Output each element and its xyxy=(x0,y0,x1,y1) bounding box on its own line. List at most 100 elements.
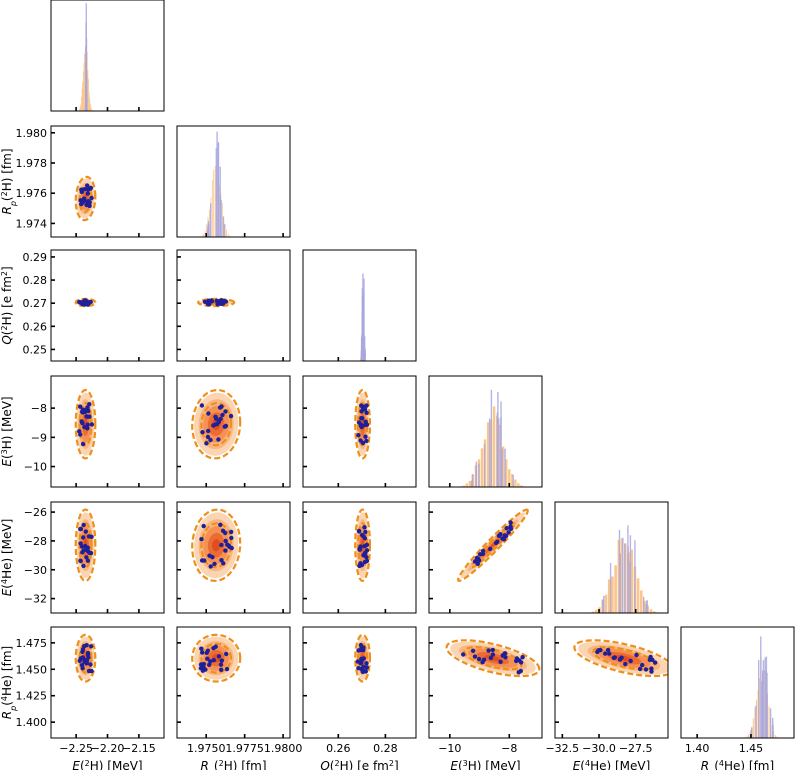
sample-point xyxy=(495,539,500,544)
sample-point xyxy=(88,550,94,556)
hist-bar-blue xyxy=(222,216,225,237)
sample-point xyxy=(461,652,466,657)
hist-bar-blue xyxy=(619,553,621,613)
sample-point xyxy=(364,403,369,408)
hist-bar-orange xyxy=(204,230,206,237)
hist-bar-orange xyxy=(79,109,80,111)
sample-point xyxy=(79,201,84,207)
sample-point xyxy=(82,644,87,649)
panel-E3H-vs-E4He xyxy=(456,508,529,582)
sample-point xyxy=(214,298,219,303)
sample-point xyxy=(215,302,220,307)
x-tick-label: −32.5 xyxy=(545,742,579,755)
sample-point xyxy=(81,522,86,528)
hist-bar-blue xyxy=(220,200,222,237)
hist-bar-orange xyxy=(511,474,514,487)
sample-point xyxy=(359,403,364,408)
credible-contour xyxy=(74,175,97,222)
sample-point xyxy=(82,187,87,192)
hist-bar-orange xyxy=(604,594,608,613)
hist-bar-blue xyxy=(512,475,514,487)
hist-bar-blue xyxy=(622,537,624,613)
hist-bar-orange xyxy=(643,600,646,613)
sample-point xyxy=(359,562,365,568)
sample-point xyxy=(79,409,85,415)
sample-point xyxy=(79,189,85,195)
hist-bar-orange xyxy=(508,469,511,487)
hist-bar-blue xyxy=(478,463,480,487)
sample-point xyxy=(213,414,218,419)
sample-point xyxy=(202,558,207,563)
hist-bar-orange xyxy=(203,233,205,237)
hist-bar-orange xyxy=(91,109,93,111)
sample-point xyxy=(87,402,92,407)
hist-bar-blue xyxy=(496,412,498,487)
sample-point xyxy=(80,550,85,555)
sample-point xyxy=(359,424,364,430)
sample-point xyxy=(628,658,633,664)
hist-bar-orange xyxy=(754,707,756,738)
hist-bar-orange xyxy=(505,459,508,487)
sample-point xyxy=(360,416,365,421)
hist-bar-blue xyxy=(361,295,364,361)
sample-point xyxy=(205,656,210,661)
sample-point xyxy=(502,533,508,538)
sample-point xyxy=(216,654,222,659)
hist-bar-orange xyxy=(88,92,90,111)
sample-point xyxy=(617,657,623,662)
hist-bar-orange xyxy=(81,88,83,111)
x-axis-label-E4He: E(4He) [MeV] xyxy=(573,759,651,770)
hist-bar-blue xyxy=(363,278,365,361)
sample-point xyxy=(358,661,363,666)
hist-bar-blue xyxy=(769,708,772,738)
hist-bar-blue xyxy=(755,705,757,738)
hist-bar-blue xyxy=(603,595,605,613)
sample-point xyxy=(205,434,211,440)
sample-point xyxy=(607,651,612,656)
axes-frame-r5-c3 xyxy=(428,626,543,739)
sample-point xyxy=(85,422,90,427)
sample-point xyxy=(77,658,82,663)
hist-bar-orange xyxy=(465,483,468,487)
sample-point xyxy=(200,430,205,435)
x-axis-label-Rp2H: Rp(2H) [fm] xyxy=(201,759,267,770)
hist-bar-blue xyxy=(601,599,604,613)
sample-point xyxy=(210,555,215,560)
credible-contour xyxy=(200,642,233,674)
sample-point xyxy=(486,648,491,653)
y-axis-label-E4He: E(4He) [MeV] xyxy=(0,519,14,597)
x-tick-label: 1.45 xyxy=(739,742,764,755)
panel-Q2H-vs-E3H xyxy=(354,388,371,460)
panel-Rp2H-vs-E3H xyxy=(191,389,242,460)
hist-bar-orange xyxy=(759,678,761,738)
sample-point xyxy=(84,555,89,560)
hist-bar-orange xyxy=(640,590,643,613)
sample-point xyxy=(503,655,508,660)
hist-bar-blue xyxy=(643,596,645,613)
axes-frame-r4-c2 xyxy=(302,501,417,614)
panel-E2H-vs-Rp2H xyxy=(74,175,97,222)
x-axis-label-E3H: E(3H) [MeV] xyxy=(450,759,520,770)
hist-bar-orange xyxy=(763,670,765,738)
hist-bar-orange xyxy=(221,203,223,237)
panel-Q2H-vs-Rp4He xyxy=(354,633,371,683)
hist-bar-orange xyxy=(514,479,517,487)
sample-point xyxy=(200,650,205,655)
sample-point xyxy=(223,530,228,536)
credible-contour xyxy=(354,388,371,460)
axes-frame-r4-c1 xyxy=(176,501,291,614)
density-level xyxy=(212,539,221,552)
hist-bar-blue xyxy=(207,226,210,237)
hist-bar-blue xyxy=(216,131,218,237)
sample-point xyxy=(216,437,221,442)
hist-bar-orange xyxy=(748,734,750,738)
y-tick-label: −30 xyxy=(24,564,47,577)
sample-point xyxy=(363,434,368,439)
hist-bar-orange xyxy=(607,579,611,613)
sample-point xyxy=(518,668,523,674)
sample-point xyxy=(83,529,89,534)
hist-bar-blue xyxy=(627,525,629,613)
sample-point xyxy=(206,411,211,416)
sample-point xyxy=(506,530,511,535)
